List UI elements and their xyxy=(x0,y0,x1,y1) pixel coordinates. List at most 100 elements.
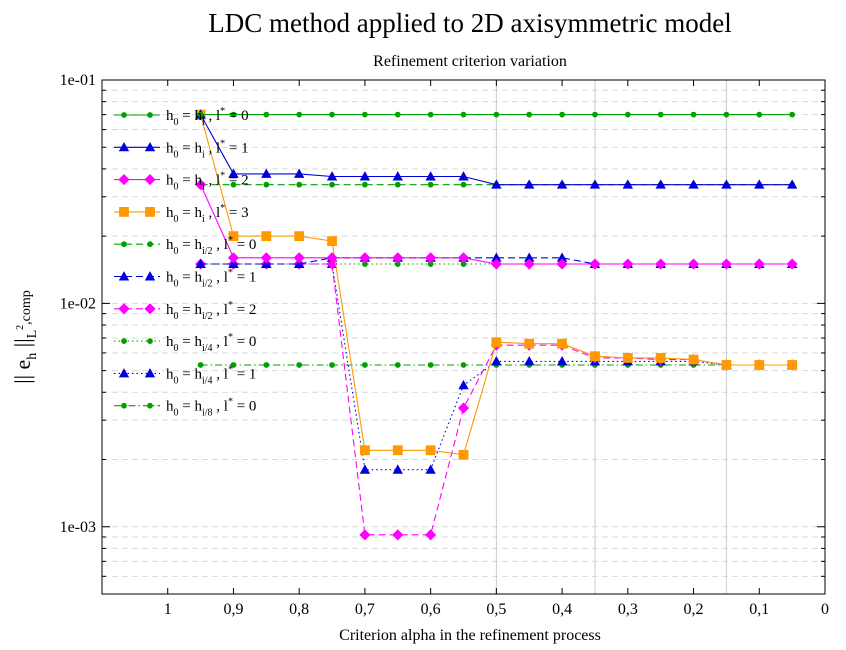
y-axis-label-mid: || xyxy=(10,338,35,352)
legend-label-part: i/2 xyxy=(202,279,213,290)
data-point xyxy=(362,181,368,188)
data-point xyxy=(296,111,303,118)
x-tick-label: 0,3 xyxy=(618,601,638,618)
legend-label-part: 0 xyxy=(174,311,179,322)
x-tick-label: 0,8 xyxy=(289,601,309,618)
legend-label-part: * xyxy=(220,171,225,182)
y-axis-ticks: 1e-03 1e-02 1e-01 xyxy=(60,72,825,595)
data-point xyxy=(118,141,130,152)
data-point xyxy=(756,111,763,118)
legend-label-part: , l xyxy=(205,140,220,156)
data-point xyxy=(754,360,765,370)
data-point xyxy=(425,252,437,264)
legend-label: h0 = hi , l* = 2 xyxy=(166,171,249,193)
data-point xyxy=(392,529,404,541)
data-point xyxy=(121,112,127,118)
data-point xyxy=(427,111,434,118)
legend-item: h0 = hi , l* = 2 xyxy=(114,171,249,193)
data-point xyxy=(327,236,337,247)
data-point xyxy=(589,179,601,189)
legend-label: h0 = hi , l* = 0 xyxy=(166,106,249,128)
x-tick-label: 0,5 xyxy=(486,601,506,618)
y-axis-label-sub2: L xyxy=(25,330,40,339)
data-point xyxy=(260,252,272,264)
data-point xyxy=(688,354,699,365)
legend-label: h0 = hi/2 , l* = 1 xyxy=(166,268,256,290)
legend-label-part: = h xyxy=(179,205,203,221)
legend-item: h0 = hi/4 , l* = 0 xyxy=(114,332,256,354)
legend-label-part: 0 xyxy=(174,343,179,354)
data-point xyxy=(362,362,368,368)
legend-label-part: = 0 xyxy=(233,237,256,253)
data-point xyxy=(329,111,335,118)
data-point xyxy=(144,174,156,186)
data-point xyxy=(392,445,403,456)
data-point xyxy=(720,258,732,270)
grid-lines xyxy=(102,80,825,594)
y-axis-label-sub: h xyxy=(25,353,40,360)
legend-label-part: 0 xyxy=(174,279,179,290)
data-point xyxy=(556,356,568,366)
legend-label-part: h xyxy=(166,140,174,156)
legend-label: h0 = hi/2 , l* = 2 xyxy=(166,300,256,322)
data-point xyxy=(655,179,666,189)
legend-label-part: i/2 xyxy=(202,246,213,257)
data-point xyxy=(556,179,568,189)
legend-label-part: = h xyxy=(179,237,203,253)
data-point xyxy=(524,338,535,349)
chart-subtitle: Refinement criterion variation xyxy=(373,53,567,70)
data-point xyxy=(690,111,697,118)
series xyxy=(195,179,798,270)
data-point xyxy=(144,303,156,315)
y-axis-label-sup: 2 xyxy=(15,325,26,330)
legend-label-part: i xyxy=(202,182,205,193)
legend-label-part: = h xyxy=(179,140,203,156)
legend-label-part: = h xyxy=(179,302,203,318)
data-point xyxy=(786,258,798,270)
data-point xyxy=(394,181,401,188)
legend-label-part: h xyxy=(166,302,174,318)
series xyxy=(197,111,796,118)
data-point xyxy=(427,181,434,188)
data-point xyxy=(362,111,368,118)
data-point xyxy=(789,111,796,118)
legend-label-part: = h xyxy=(179,366,203,382)
data-point xyxy=(657,111,664,118)
legend-label-part: * xyxy=(228,300,233,311)
data-point xyxy=(458,449,469,460)
data-point xyxy=(147,241,153,248)
data-point xyxy=(195,179,207,191)
data-series xyxy=(195,109,798,541)
data-point xyxy=(786,179,798,189)
legend-label-part: i/2 xyxy=(202,311,213,322)
data-point xyxy=(293,252,305,264)
legend-label-part: i/8 xyxy=(202,408,213,419)
legend-label-part: , l xyxy=(213,270,228,286)
data-point xyxy=(589,258,601,270)
legend-label-part: h xyxy=(166,205,174,221)
data-point xyxy=(296,362,303,368)
legend-item: h0 = hi , l* = 3 xyxy=(114,203,249,225)
data-point xyxy=(394,362,401,368)
data-point xyxy=(392,171,403,181)
legend-label-part: h xyxy=(166,237,174,253)
data-point xyxy=(524,179,535,189)
data-point xyxy=(592,111,598,118)
legend-item: h0 = hi/2 , l* = 2 xyxy=(114,300,256,322)
x-axis-label: Criterion alpha in the refinement proces… xyxy=(339,627,601,644)
x-tick-label: 0 xyxy=(821,601,829,618)
data-point xyxy=(359,252,371,264)
data-point xyxy=(263,362,270,368)
data-point xyxy=(147,338,153,345)
legend-label-part: h xyxy=(166,173,174,189)
legend-item: h0 = hi/4 , l* = 1 xyxy=(114,364,256,386)
data-point xyxy=(121,241,127,248)
data-point xyxy=(230,181,237,188)
data-point xyxy=(392,252,404,264)
data-point xyxy=(524,356,535,366)
legend-label-part: i xyxy=(202,214,205,225)
x-tick-label: 0,2 xyxy=(684,601,704,618)
legend-label-part: i/4 xyxy=(202,375,213,386)
x-tick-label: 0,6 xyxy=(421,601,441,618)
